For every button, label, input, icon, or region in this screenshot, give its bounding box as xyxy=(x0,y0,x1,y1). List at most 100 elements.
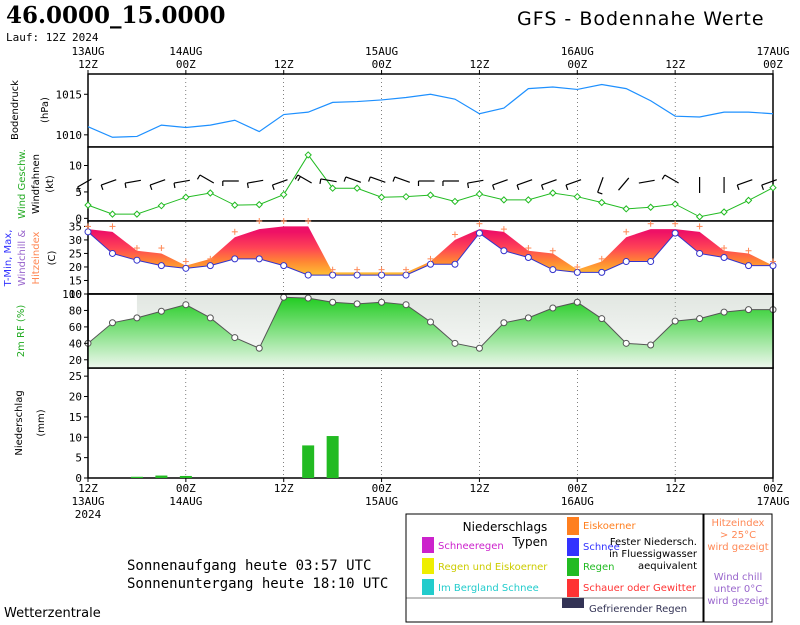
y-tick-label: 5 xyxy=(75,186,82,199)
wind-barb-feather xyxy=(77,186,81,192)
wind-barb-shaft xyxy=(125,179,141,184)
heat-index-mark xyxy=(329,266,336,273)
wind-barb-feather xyxy=(736,184,740,191)
wind-barb xyxy=(638,179,655,184)
wind-speed-point xyxy=(671,200,679,208)
legend-label: Regen xyxy=(583,562,615,573)
y-tick-label: 35 xyxy=(69,220,82,233)
legend-label: Gefrierender Regen xyxy=(589,604,687,615)
temperature-point xyxy=(573,268,581,276)
wind-barb xyxy=(222,180,239,186)
chart-title: GFS - Bodennahe Werte xyxy=(517,8,765,30)
date-label-top: 17AUG xyxy=(756,45,789,58)
wind-barb xyxy=(196,174,215,184)
y-tick-label: 5 xyxy=(75,452,82,465)
wind-chill-note: Wind chill xyxy=(714,572,762,583)
temperature-point xyxy=(231,255,239,263)
heat-index-mark xyxy=(231,228,238,235)
precip-bar xyxy=(130,476,143,478)
sunrise-text: Sonnenaufgang heute 03:57 UTC xyxy=(127,558,372,574)
heat-index-mark xyxy=(672,220,679,227)
heat-index-mark xyxy=(85,223,91,230)
wind-barb xyxy=(343,176,362,183)
wind-barb-feather xyxy=(467,182,470,189)
wind-barb-feather xyxy=(597,191,603,195)
humidity-point xyxy=(353,300,361,308)
legend-label: Eiskoerner xyxy=(583,521,636,532)
humidity-point xyxy=(696,315,704,323)
wind-barb-feather xyxy=(516,184,520,191)
pressure-ylabel: Bodendruck xyxy=(10,80,21,140)
heat-index-mark xyxy=(109,223,116,230)
y-tick-label: 1015 xyxy=(56,88,83,101)
wind-speed-point xyxy=(598,198,606,207)
time-tick-label-top: 12Z xyxy=(274,58,294,71)
wind-barb-feather xyxy=(173,182,176,189)
temperature-heat-band xyxy=(88,226,773,276)
heat-index-mark xyxy=(500,226,507,233)
time-tick-label-bottom: 12Z xyxy=(665,482,685,495)
wind-speed-point xyxy=(744,196,753,205)
wind-barb xyxy=(661,174,679,184)
wind-barb xyxy=(100,179,117,191)
legend-label: Schnee xyxy=(583,542,620,553)
wind-speed-point xyxy=(133,210,141,218)
wind-speed-point xyxy=(769,183,777,192)
temperature-point xyxy=(255,255,263,263)
legend-swatch xyxy=(567,517,579,535)
humidity-point xyxy=(451,339,459,347)
y-tick-label: 0 xyxy=(75,212,82,225)
wind-barb-shaft xyxy=(597,177,604,193)
wind-barb-feather xyxy=(196,174,201,180)
model-run-year: 2024 xyxy=(72,31,99,44)
legend-label: Schneeregen xyxy=(438,541,504,552)
wind-barb xyxy=(565,179,582,191)
panel-pressure xyxy=(87,73,774,148)
time-tick-label-top: 00Z xyxy=(176,58,196,71)
wind-barb-feather xyxy=(540,184,544,191)
y-tick-label: 80 xyxy=(69,304,82,317)
wind-barb-feather xyxy=(100,184,104,191)
heat-index-note: > 25°C xyxy=(720,530,756,541)
wind-barb xyxy=(368,176,386,183)
pressure-unit-label: (hPa) xyxy=(40,97,51,123)
heat-index-mark xyxy=(476,220,483,227)
wind-speed-point xyxy=(475,190,484,198)
humidity-point xyxy=(475,344,483,352)
humidity-point xyxy=(720,308,728,316)
wind-speed-point xyxy=(451,197,459,206)
humidity-point xyxy=(622,339,630,347)
heat-index-mark xyxy=(305,218,312,224)
y-tick-label: 30 xyxy=(69,234,82,247)
humidity-point xyxy=(402,301,410,309)
heat-index-mark xyxy=(574,263,581,270)
precip-ylabel: Niederschlag xyxy=(14,390,25,455)
wind-barb-shaft xyxy=(516,179,533,186)
temperature-point xyxy=(720,254,728,261)
humidity-point xyxy=(573,298,581,306)
year-label-bottom: 2024 xyxy=(75,508,102,521)
wind-barb xyxy=(516,179,533,191)
location-coordinates: 46.0000_15.0000 xyxy=(6,2,226,29)
temperature-point xyxy=(182,264,190,272)
temperature-point xyxy=(745,262,753,270)
wind-barb-feather xyxy=(319,178,322,184)
wind-barb xyxy=(77,178,92,192)
wind-barb-feather xyxy=(368,176,371,182)
wind-speed-point xyxy=(549,189,557,197)
wind-barb xyxy=(417,180,435,186)
wind-speed-point xyxy=(402,192,410,201)
wind-speed-point xyxy=(646,203,655,211)
temperature-point xyxy=(549,266,557,274)
y-tick-label: 25 xyxy=(69,370,82,383)
humidity-point xyxy=(280,293,288,301)
wind-speed-point xyxy=(304,151,312,159)
wind-barb xyxy=(246,179,264,189)
temperature-point xyxy=(622,258,630,266)
legend-swatch xyxy=(567,579,579,597)
wind-barb-shaft xyxy=(199,174,215,184)
temperature-point xyxy=(133,256,141,264)
wind-barb xyxy=(597,177,604,195)
wind-barb xyxy=(618,177,630,191)
precip-bar xyxy=(155,475,168,478)
